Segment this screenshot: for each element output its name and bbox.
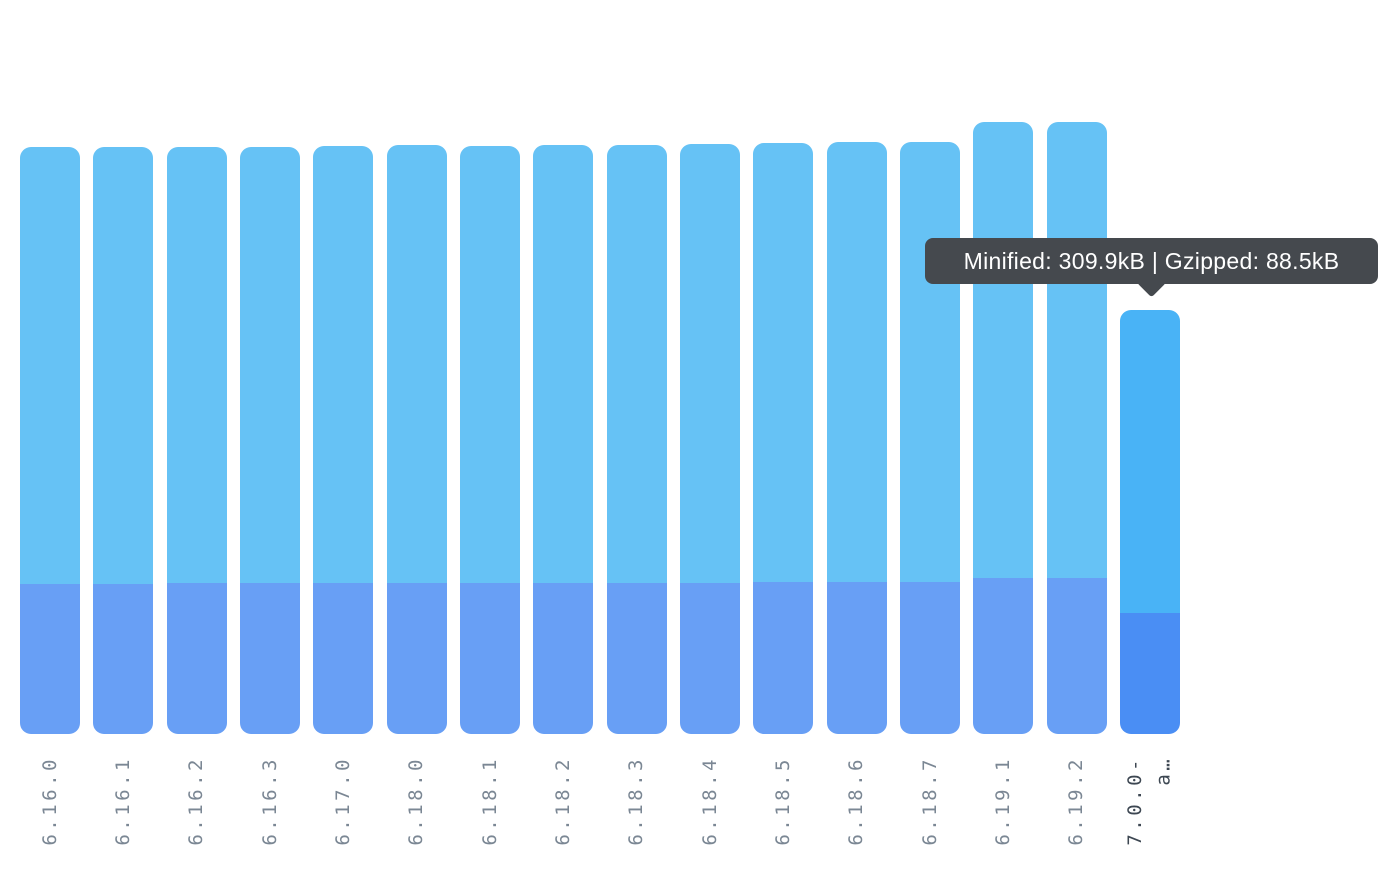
- x-label-6.18.2: 6.18.2: [552, 756, 575, 846]
- minified-segment: [973, 122, 1034, 579]
- minified-segment: [386, 145, 447, 583]
- gzipped-segment: [166, 583, 227, 734]
- x-label-cell: 6.18.7: [900, 756, 960, 846]
- x-label-cell: 6.18.1: [460, 756, 520, 846]
- bar-6.18.7[interactable]: [899, 142, 960, 734]
- x-label-cell: 6.16.1: [93, 756, 153, 846]
- gzipped-segment: [20, 583, 80, 734]
- minified-segment: [899, 142, 960, 583]
- x-label-cell: 6.18.4: [680, 756, 740, 846]
- x-axis-labels: 6.16.0 6.16.1 6.16.2 6.16.3 6.17.0 6.18.0 6.18…: [20, 756, 1180, 846]
- bar-6.16.0[interactable]: [20, 147, 80, 734]
- bar-6.19.1[interactable]: [973, 122, 1034, 734]
- bar-6.17.0[interactable]: [313, 146, 374, 734]
- minified-segment: [166, 146, 227, 584]
- minified-segment: [93, 147, 154, 584]
- bar-6.16.2[interactable]: [166, 146, 227, 734]
- x-label-6.16.0: 6.16.0: [38, 756, 61, 846]
- gzipped-segment: [459, 583, 520, 734]
- gzipped-segment: [1046, 578, 1107, 734]
- bar-6.16.1[interactable]: [93, 147, 154, 734]
- gzipped-segment: [533, 583, 594, 734]
- x-label-cell: 6.18.3: [607, 756, 667, 846]
- x-label-6.18.0: 6.18.0: [405, 756, 428, 846]
- tooltip-text: Minified: 309.9kB | Gzipped: 88.5kB: [963, 247, 1340, 274]
- minified-segment: [606, 145, 667, 583]
- bar-6.18.2[interactable]: [533, 145, 594, 734]
- x-label-cell: 6.16.2: [167, 756, 227, 846]
- gzipped-segment: [826, 582, 887, 734]
- minified-segment: [459, 145, 520, 584]
- x-label-cell: 6.18.5: [753, 756, 813, 846]
- minified-segment: [1119, 309, 1180, 613]
- x-label-6.16.3: 6.16.3: [258, 756, 281, 846]
- bar-7.0.0-a…[interactable]: [1119, 309, 1180, 734]
- gzipped-segment: [1119, 612, 1180, 734]
- x-label-6.16.1: 6.16.1: [112, 756, 135, 846]
- minified-segment: [20, 147, 80, 584]
- x-label-6.18.5: 6.18.5: [772, 756, 795, 846]
- gzipped-segment: [973, 578, 1034, 734]
- bar-6.19.2[interactable]: [1046, 122, 1107, 734]
- x-label-cell: 6.19.1: [973, 756, 1033, 846]
- x-label-cell: 6.18.6: [827, 756, 887, 846]
- minified-segment: [313, 146, 374, 584]
- bar-6.18.5[interactable]: [753, 142, 814, 734]
- x-label-6.18.7: 6.18.7: [918, 756, 941, 846]
- tooltip: Minified: 309.9kB | Gzipped: 88.5kB: [925, 238, 1378, 284]
- minified-segment: [679, 144, 740, 583]
- x-label-6.18.4: 6.18.4: [698, 756, 721, 846]
- x-label-6.19.2: 6.19.2: [1065, 756, 1088, 846]
- minified-segment: [753, 142, 814, 583]
- minified-segment: [1046, 122, 1107, 579]
- gzipped-segment: [93, 583, 154, 734]
- minified-segment: [533, 145, 594, 583]
- bar-6.16.3[interactable]: [239, 146, 300, 734]
- x-label-cell: 7.0.0- a…: [1120, 756, 1180, 846]
- bars: [20, 0, 1180, 734]
- gzipped-segment: [606, 583, 667, 734]
- bar-6.18.6[interactable]: [826, 141, 887, 734]
- x-label-cell: 6.18.0: [387, 756, 447, 846]
- bar-6.18.3[interactable]: [606, 145, 667, 734]
- gzipped-segment: [899, 582, 960, 734]
- x-label-cell: 6.16.3: [240, 756, 300, 846]
- x-label-cell: 6.17.0: [313, 756, 373, 846]
- gzipped-segment: [386, 583, 447, 734]
- minified-segment: [826, 141, 887, 583]
- x-label-6.19.1: 6.19.1: [992, 756, 1015, 846]
- bar-6.18.4[interactable]: [679, 144, 740, 734]
- gzipped-segment: [313, 583, 374, 734]
- x-label-7.0.0-a…: 7.0.0- a…: [1124, 756, 1175, 846]
- x-label-6.18.3: 6.18.3: [625, 756, 648, 846]
- x-label-cell: 6.16.0: [20, 756, 80, 846]
- x-label-6.16.2: 6.16.2: [185, 756, 208, 846]
- bar-6.18.0[interactable]: [386, 145, 447, 734]
- x-label-cell: 6.18.2: [533, 756, 593, 846]
- gzipped-segment: [753, 582, 814, 734]
- x-label-6.17.0: 6.17.0: [332, 756, 355, 846]
- bar-6.18.1[interactable]: [459, 145, 520, 734]
- x-label-cell: 6.19.2: [1047, 756, 1107, 846]
- x-label-6.18.6: 6.18.6: [845, 756, 868, 846]
- gzipped-segment: [239, 583, 300, 734]
- minified-segment: [239, 146, 300, 584]
- gzipped-segment: [679, 582, 740, 734]
- x-label-6.18.1: 6.18.1: [478, 756, 501, 846]
